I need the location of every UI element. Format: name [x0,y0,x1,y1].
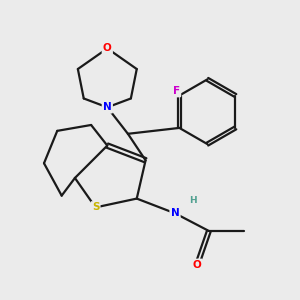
Text: H: H [190,196,197,205]
Text: O: O [103,44,112,53]
Text: N: N [103,102,112,112]
Text: N: N [171,208,179,218]
Text: S: S [92,202,99,212]
Text: F: F [173,86,180,96]
Text: O: O [193,260,202,270]
